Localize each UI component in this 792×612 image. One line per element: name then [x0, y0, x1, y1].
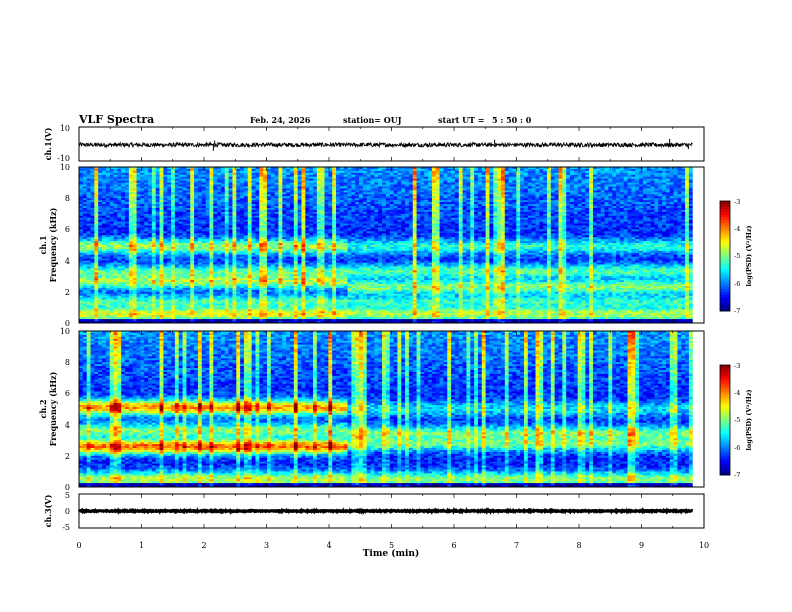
ch1-waveform-trace [79, 139, 693, 151]
ch1-spectrogram-image [79, 167, 704, 323]
y-tick-label: -10 [57, 154, 70, 163]
ch1-waveform-panel: 10 -10 ch.1(V) [43, 124, 704, 163]
start-time-prefix: start UT = [438, 115, 485, 125]
vlf-spectra-figure: VLF Spectra Feb. 24, 2026 station= OUJ s… [0, 0, 792, 612]
ch1-waveform-ylabel: ch.1(V) [43, 127, 53, 160]
chart-title: VLF Spectra [78, 113, 154, 126]
ch1-spectrogram-panel: 0 2 4 6 8 10 ch.1 Frequency (kHz) -3 -4 … [38, 163, 753, 328]
y-tick-label: 10 [60, 124, 70, 133]
waveform-line [79, 143, 693, 147]
start-time-value: 5 : 50 : 0 [492, 115, 532, 125]
station-label: station= OUJ [343, 115, 402, 125]
date-label: Feb. 24, 2026 [250, 115, 311, 125]
